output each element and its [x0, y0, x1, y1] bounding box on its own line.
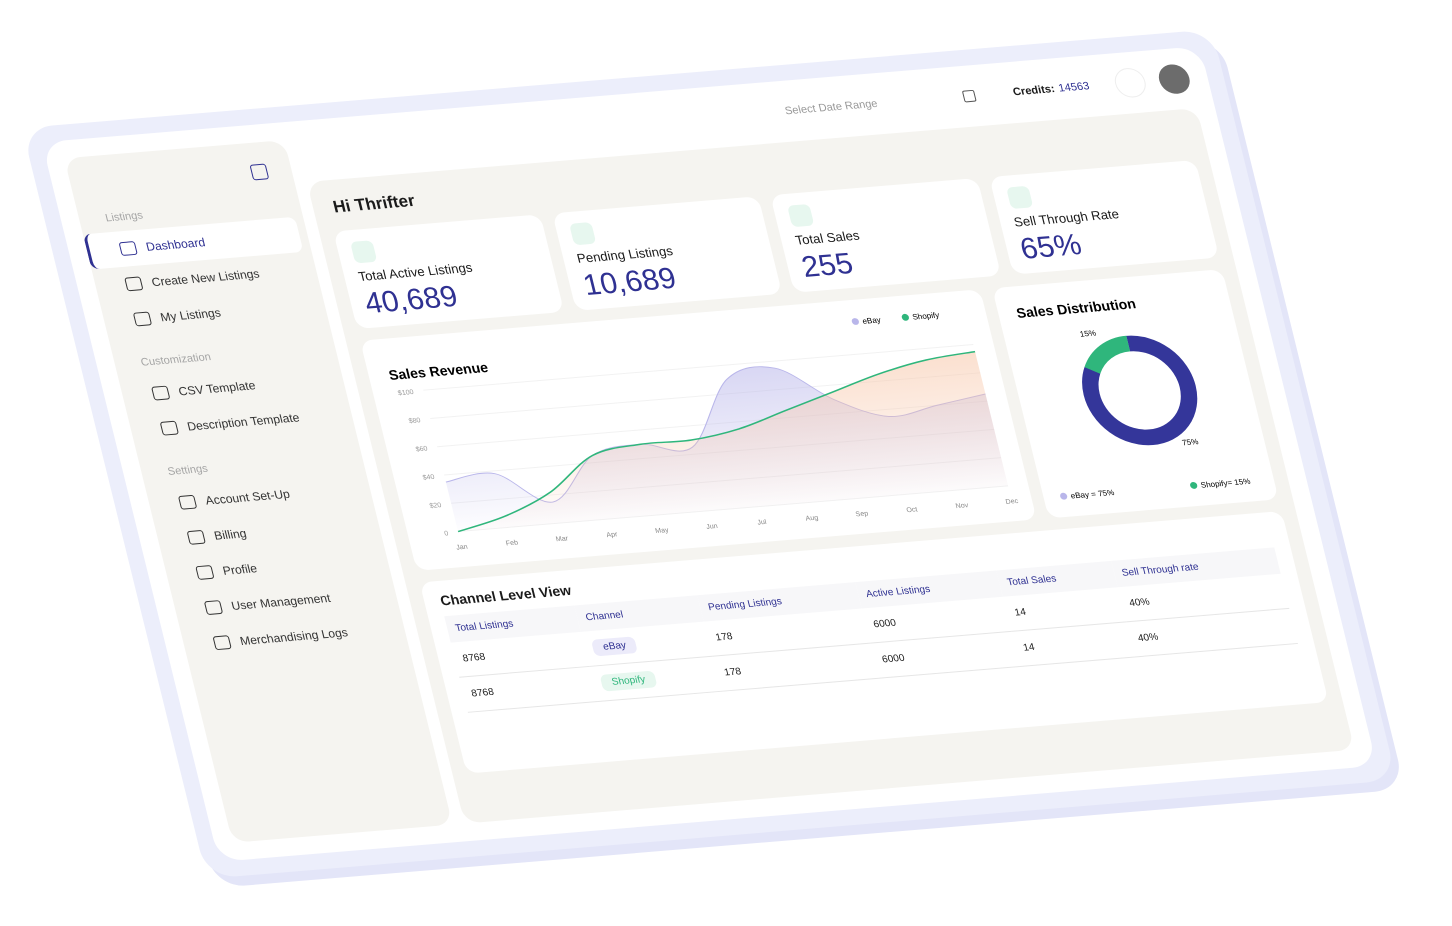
credits: Credits:14563: [997, 71, 1105, 108]
legend-label: eBay: [861, 316, 881, 326]
donut-segment: [1082, 335, 1198, 446]
nav-icon: [118, 241, 138, 257]
credits-value: 14563: [1057, 80, 1091, 95]
x-tick-label: Jan: [456, 544, 469, 552]
nav-label: Merchandising Logs: [238, 625, 350, 649]
chart-title: Sales Distribution: [1015, 295, 1138, 320]
series-area: [458, 351, 1009, 532]
x-tick-label: Feb: [505, 540, 519, 548]
chart-title: Sales Revenue: [387, 359, 490, 383]
channel-pill: eBay: [591, 636, 639, 657]
nav-label: Dashboard: [144, 235, 207, 254]
y-tick-label: $100: [397, 389, 414, 397]
nav-label: Account Set-Up: [203, 486, 292, 508]
x-tick-label: Oct: [906, 506, 919, 514]
x-tick-label: Jun: [706, 523, 719, 531]
line-chart: Sales Revenue 0 $20 $40 $60 $80 $100 Jan Feb Mar A…: [387, 311, 1020, 552]
x-tick-label: Jul: [757, 519, 768, 527]
date-range-input[interactable]: Select Date Range: [769, 81, 991, 127]
nav-icon: [203, 600, 224, 616]
x-tick-label: Apr: [606, 531, 619, 539]
x-tick-label: Aug: [805, 515, 819, 523]
notification-bell[interactable]: [1111, 66, 1149, 99]
stat-card: Total Active Listings 40,689: [333, 214, 564, 330]
y-tick-label: $60: [415, 446, 428, 454]
legend-label: Shopify= 15%: [1200, 477, 1252, 490]
legend-label: Shopify: [911, 311, 940, 322]
stat-card: Sell Through Rate 65%: [988, 159, 1220, 275]
nav-label: Create New Listings: [150, 266, 261, 290]
nav-label: CSV Template: [177, 378, 257, 399]
collapse-button[interactable]: [249, 163, 270, 181]
credits-label: Credits:: [1011, 83, 1057, 99]
nav-icon: [132, 311, 153, 327]
nav-label: Billing: [212, 526, 248, 543]
stat-icon: [568, 222, 596, 246]
calendar-icon: [961, 89, 977, 103]
legend-swatch: [1060, 492, 1068, 500]
nav-label: My Listings: [158, 305, 223, 325]
y-tick-label: $80: [408, 417, 421, 425]
nav-label: Profile: [221, 561, 259, 578]
grid-line: [423, 344, 974, 391]
series-line: [457, 350, 976, 533]
nav-icon: [151, 385, 171, 401]
stat-card: Pending Listings 10,689: [551, 196, 783, 311]
date-placeholder: Select Date Range: [783, 97, 879, 118]
data-label: 75%: [1181, 437, 1199, 447]
donut-chart: Sales Distribution 75% eBay = 75% 15% Shopif…: [1015, 295, 1252, 500]
channel-pill: Shopify: [599, 670, 658, 692]
nav-icon: [212, 635, 232, 651]
legend-swatch: [901, 313, 909, 321]
y-tick-label: $40: [422, 474, 435, 482]
stat-card: Total Sales 255: [770, 178, 1001, 293]
data-label: 15%: [1079, 329, 1097, 339]
x-tick-label: May: [655, 527, 670, 535]
y-tick-label: 0: [444, 530, 450, 537]
nav-label: Description Template: [185, 410, 301, 434]
nav-icon: [177, 494, 198, 510]
nav-icon: [186, 529, 206, 545]
x-tick-label: Mar: [555, 535, 569, 543]
x-tick-label: Nov: [955, 502, 970, 510]
legend-label: eBay = 75%: [1070, 488, 1115, 500]
revenue-card: Sales Revenue 0 $20 $40 $60 $80 $100 Jan Feb Mar A…: [360, 289, 1037, 571]
dashboard-frame: Listings Dashboard Create New Listings My L…: [22, 29, 1397, 879]
nav-label: User Management: [229, 591, 332, 613]
avatar[interactable]: [1155, 63, 1193, 95]
legend-swatch: [851, 318, 859, 325]
nav-icon: [159, 420, 180, 436]
main-area: Hi Thrifter Total Active Listings 40,689 P…: [306, 108, 1355, 824]
y-tick-label: $20: [429, 502, 442, 510]
stat-icon: [350, 240, 378, 264]
nav-icon: [124, 276, 144, 292]
x-tick-label: Dec: [1005, 498, 1020, 506]
stat-icon: [1005, 185, 1033, 210]
legend-swatch: [1190, 482, 1198, 489]
distribution-card: Sales Distribution 75% eBay = 75% 15% Shopif…: [992, 269, 1279, 519]
nav-icon: [195, 564, 215, 580]
x-tick-label: Sep: [855, 511, 869, 519]
dashboard: Listings Dashboard Create New Listings My L…: [41, 46, 1377, 862]
stat-icon: [787, 203, 815, 228]
